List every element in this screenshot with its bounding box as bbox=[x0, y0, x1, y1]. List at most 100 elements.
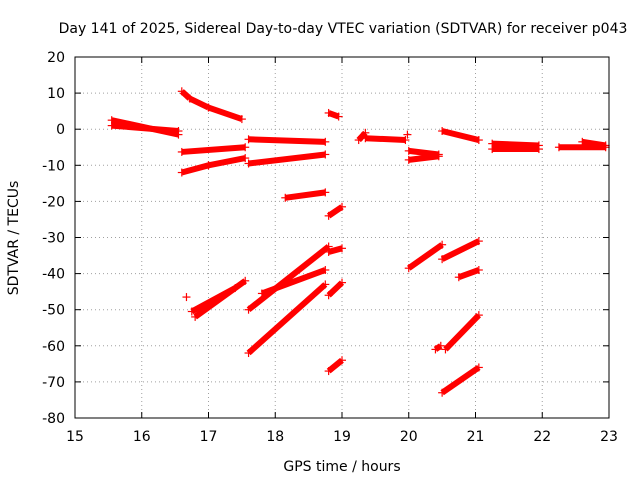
x-tick-label: 22 bbox=[533, 429, 551, 445]
chart-title: Day 141 of 2025, Sidereal Day-to-day VTE… bbox=[59, 21, 628, 37]
data-marker bbox=[204, 161, 213, 170]
data-marker bbox=[241, 154, 250, 163]
data-marker bbox=[474, 363, 483, 372]
data-marker bbox=[324, 291, 333, 300]
data-track bbox=[284, 189, 326, 201]
data-marker bbox=[431, 345, 440, 354]
data-track bbox=[327, 245, 343, 255]
data-marker bbox=[438, 127, 447, 136]
data-marker bbox=[244, 135, 253, 144]
data-track bbox=[326, 357, 344, 374]
data-marker bbox=[338, 202, 346, 211]
data-track bbox=[188, 95, 210, 111]
data-marker bbox=[321, 150, 330, 159]
data-track bbox=[246, 282, 328, 356]
data-marker bbox=[191, 312, 200, 321]
data-marker bbox=[401, 136, 410, 145]
y-tick-label: -50 bbox=[42, 303, 65, 319]
data-marker bbox=[177, 168, 186, 177]
x-axis-label: GPS time / hours bbox=[283, 459, 400, 475]
data-track bbox=[365, 135, 406, 144]
data-marker bbox=[257, 289, 266, 298]
data-track bbox=[327, 110, 340, 120]
data-track bbox=[111, 122, 179, 134]
data-marker bbox=[321, 280, 330, 289]
x-tick-label: 21 bbox=[467, 429, 485, 445]
data-series bbox=[107, 87, 610, 397]
data-marker bbox=[404, 264, 413, 273]
data-marker bbox=[324, 211, 333, 220]
data-track bbox=[408, 153, 440, 163]
y-tick-label: -80 bbox=[42, 411, 65, 427]
data-track bbox=[581, 138, 607, 149]
data-marker bbox=[185, 94, 194, 103]
data-marker bbox=[474, 136, 483, 145]
data-track bbox=[248, 136, 326, 145]
data-track bbox=[207, 155, 246, 169]
data-track bbox=[207, 104, 243, 122]
data-marker bbox=[324, 367, 333, 376]
data-point bbox=[182, 293, 191, 302]
data-marker bbox=[187, 307, 196, 316]
data-marker bbox=[241, 276, 250, 285]
data-marker bbox=[534, 145, 543, 154]
data-marker bbox=[434, 152, 443, 161]
data-track bbox=[190, 285, 237, 315]
data-track bbox=[326, 204, 344, 219]
data-marker bbox=[404, 155, 413, 164]
x-tick-label: 18 bbox=[266, 429, 284, 445]
data-marker bbox=[281, 193, 290, 202]
data-marker bbox=[244, 305, 253, 314]
data-marker bbox=[324, 108, 333, 117]
data-point bbox=[403, 130, 412, 139]
data-marker bbox=[338, 278, 346, 287]
x-tick-label: 15 bbox=[66, 429, 84, 445]
y-tick-label: -60 bbox=[42, 339, 65, 355]
data-marker bbox=[474, 237, 483, 246]
data-marker bbox=[454, 273, 463, 282]
data-marker bbox=[554, 143, 563, 152]
data-marker bbox=[241, 143, 250, 152]
data-marker bbox=[324, 242, 333, 251]
y-tick-label: 20 bbox=[47, 50, 65, 66]
data-marker bbox=[601, 141, 610, 150]
data-track bbox=[441, 128, 480, 143]
data-marker bbox=[334, 112, 343, 121]
y-tick-label: 0 bbox=[56, 122, 65, 138]
x-tick-label: 23 bbox=[600, 429, 618, 445]
data-marker bbox=[474, 311, 483, 320]
data-track bbox=[356, 130, 368, 143]
data-marker bbox=[441, 345, 450, 354]
data-marker bbox=[231, 284, 240, 293]
y-tick-label: -30 bbox=[42, 231, 65, 247]
x-tick-label: 16 bbox=[133, 429, 151, 445]
x-tick-label: 19 bbox=[333, 429, 351, 445]
data-track bbox=[407, 242, 444, 271]
y-tick-label: -10 bbox=[42, 158, 65, 174]
data-marker bbox=[438, 255, 447, 264]
data-marker bbox=[177, 147, 186, 156]
data-marker bbox=[361, 134, 370, 143]
data-marker bbox=[474, 265, 483, 274]
data-track bbox=[440, 238, 481, 262]
data-marker bbox=[321, 188, 330, 197]
data-marker bbox=[436, 341, 445, 350]
data-track bbox=[440, 364, 481, 396]
y-tick-label: -20 bbox=[42, 194, 65, 210]
data-track bbox=[248, 151, 326, 167]
data-marker bbox=[338, 244, 346, 253]
data-marker bbox=[578, 137, 587, 146]
y-axis-label: SDTVAR / TECUs bbox=[6, 181, 22, 296]
data-track bbox=[246, 244, 331, 313]
data-marker bbox=[204, 103, 213, 112]
data-track bbox=[181, 162, 210, 176]
data-marker bbox=[438, 240, 447, 249]
data-marker bbox=[321, 265, 330, 274]
data-track bbox=[260, 267, 327, 297]
data-marker bbox=[237, 115, 246, 124]
data-track bbox=[443, 313, 481, 352]
x-tick-label: 20 bbox=[400, 429, 418, 445]
axis-ticks: 15 16 17 18 19 20 21 22 23 20 10 0 -10 -20 -30 -40 -50 -6… bbox=[42, 50, 618, 445]
